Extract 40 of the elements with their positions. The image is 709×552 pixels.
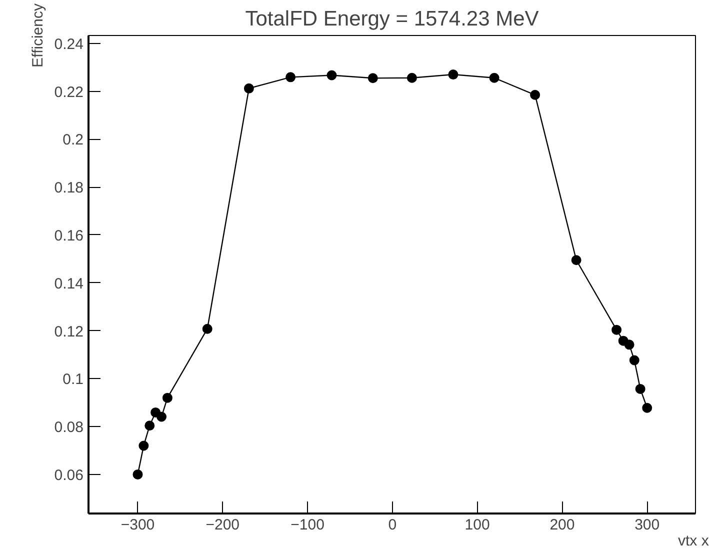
chart-title: TotalFD Energy = 1574.23 MeV [245, 8, 539, 30]
y-tick-label: 0.08 [54, 419, 84, 436]
point [642, 402, 652, 413]
y-tick-label: 0.22 [54, 84, 84, 101]
point [368, 73, 378, 84]
x-tick-label: −100 [290, 516, 324, 534]
point [132, 469, 143, 480]
x-tick-label: 300 [634, 516, 660, 534]
point [406, 72, 417, 83]
point [612, 324, 622, 335]
point [286, 72, 296, 82]
point [138, 440, 149, 451]
point [448, 70, 458, 80]
y-tick-label: 0.06 [54, 466, 84, 484]
point [635, 384, 646, 394]
point [202, 324, 212, 334]
x-axis-title: vtx x [678, 532, 709, 550]
point [629, 355, 640, 366]
x-tick-label: −200 [206, 516, 240, 534]
point [156, 412, 167, 422]
point [571, 255, 582, 266]
y-tick-label: 0.1 [62, 371, 84, 388]
point [489, 72, 500, 83]
y-tick-label: 0.16 [54, 227, 84, 244]
x-tick-label: 0 [388, 516, 397, 534]
point [244, 83, 254, 94]
point [530, 90, 540, 100]
point [326, 70, 337, 80]
y-tick-label: 0.12 [54, 323, 84, 340]
y-tick-label: 0.24 [54, 36, 84, 53]
x-tick-label: 200 [550, 516, 575, 534]
point [624, 340, 634, 350]
y-tick-label: 0.14 [54, 275, 84, 292]
point [162, 392, 172, 403]
x-tick-label: 100 [464, 516, 490, 534]
x-tick-label: −300 [120, 516, 155, 534]
y-tick-label: 0.18 [54, 180, 84, 197]
y-tick-label: 0.2 [62, 132, 84, 149]
point [144, 420, 155, 431]
y-axis-title: Efficiency [29, 3, 46, 68]
